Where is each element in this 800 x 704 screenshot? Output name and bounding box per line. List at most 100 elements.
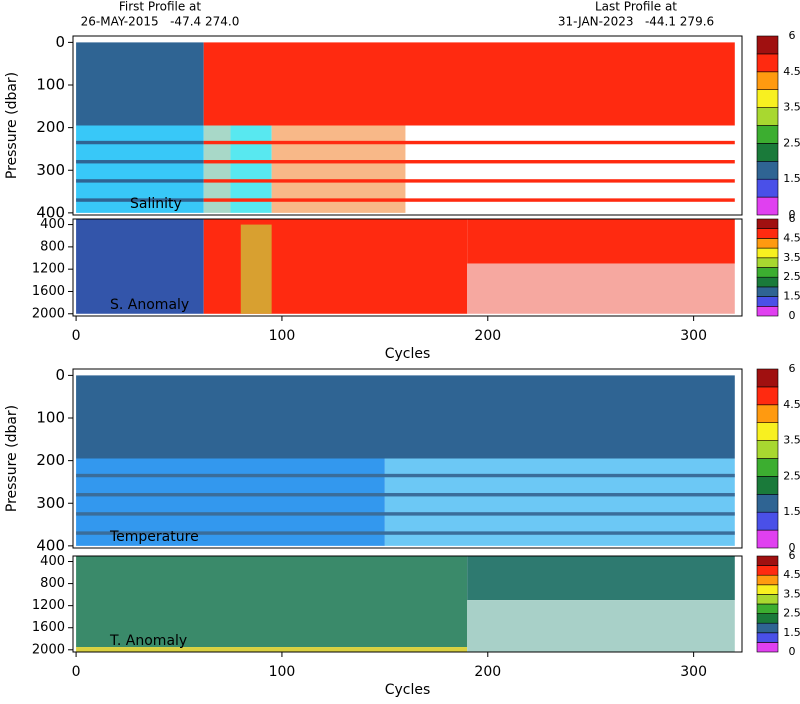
panel-label: T. Anomaly: [109, 633, 187, 649]
y-axis-label: Pressure (dbar): [4, 72, 20, 179]
y-tick-label: 100: [36, 76, 65, 94]
cell: [203, 140, 735, 145]
cell: [76, 647, 468, 652]
colorbar-tick-label: 4.5: [783, 65, 800, 78]
cell: [76, 140, 204, 145]
y-tick-label: 200: [36, 451, 65, 469]
y-tick-label: 2000: [32, 306, 65, 321]
colorbar-swatch: [756, 161, 779, 180]
colorbar-swatch: [756, 35, 779, 55]
y-tick-label: 400: [40, 217, 65, 232]
y-tick-label: 1200: [32, 598, 65, 613]
cell: [240, 224, 272, 314]
y-tick-label: 800: [40, 576, 65, 591]
colorbar-swatch: [756, 267, 779, 278]
colorbar-swatch: [756, 305, 779, 317]
panel-label: Temperature: [109, 529, 199, 545]
cell: [76, 219, 204, 314]
x-axis-label: Cycles: [385, 346, 431, 362]
first-label: First Profile at: [119, 0, 202, 14]
y-tick-label: 800: [40, 239, 65, 254]
y-tick-label: 0: [55, 366, 65, 384]
colorbar-swatch: [756, 440, 779, 459]
panel-label: S. Anomaly: [110, 297, 189, 313]
plot-frame: [72, 555, 743, 653]
colorbar-swatch: [756, 368, 779, 388]
y-tick-label: 1600: [32, 620, 65, 635]
y-tick-label: 2000: [32, 642, 65, 657]
colorbar-tick-label: 0: [789, 645, 796, 658]
y-axis-label: Pressure (dbar): [4, 405, 20, 512]
colorbar-swatch: [756, 493, 779, 513]
colorbar-swatch: [756, 632, 779, 643]
y-tick-label: 0: [55, 33, 65, 51]
cell: [203, 125, 231, 213]
colorbar-swatch: [756, 143, 779, 162]
last-info: 31-JAN-2023 -44.1 279.6: [558, 15, 714, 29]
cell: [76, 531, 735, 535]
cell: [76, 458, 385, 546]
y-tick-label: 1200: [32, 262, 65, 277]
x-tick-label: 0: [72, 664, 81, 680]
colorbar-tick-label: 6: [789, 212, 796, 225]
colorbar-tick-label: 3.5: [783, 434, 800, 447]
panel-label: Salinity: [130, 196, 182, 212]
cell: [467, 263, 735, 314]
colorbar-tick-label: 4.5: [783, 568, 800, 581]
cell: [76, 512, 735, 516]
cell: [76, 160, 204, 164]
cell: [76, 556, 468, 648]
cell: [230, 125, 272, 213]
colorbar-swatch: [756, 71, 779, 91]
plot-frame: [72, 218, 743, 317]
y-tick-label: 400: [36, 203, 65, 221]
cell: [76, 179, 204, 183]
colorbar-tick-label: 2.5: [783, 607, 800, 620]
plot-frame: [72, 35, 743, 216]
x-tick-label: 200: [474, 328, 501, 344]
colorbar-swatch: [756, 574, 779, 586]
colorbar-swatch: [756, 257, 779, 268]
colorbar-tick-label: 3.5: [783, 251, 800, 264]
colorbar-tick-label: 6: [789, 362, 796, 375]
x-tick-label: 0: [72, 328, 81, 344]
colorbar-swatch: [756, 178, 779, 198]
colorbar-tick-label: 3.5: [783, 587, 800, 600]
colorbar-tick-label: 0: [789, 208, 796, 221]
colorbar-swatch: [756, 286, 779, 297]
colorbar-swatch: [756, 476, 779, 495]
colorbar-swatch: [756, 296, 779, 307]
y-tick-label: 100: [36, 409, 65, 427]
colorbar-swatch: [756, 53, 779, 73]
colorbar-swatch: [756, 276, 779, 288]
colorbar-swatch: [756, 404, 779, 423]
colorbar-tick-label: 2.5: [783, 270, 800, 283]
cell: [76, 125, 204, 213]
colorbar-swatch: [756, 594, 779, 605]
colorbar-tick-label: 0: [789, 309, 796, 322]
colorbar-tick-label: 1.5: [783, 626, 800, 639]
colorbar-tick-label: 2.5: [783, 469, 800, 482]
colorbar-swatch: [756, 565, 779, 576]
y-tick-label: 1600: [32, 284, 65, 299]
cell: [203, 160, 735, 164]
colorbar-swatch: [756, 613, 779, 624]
first-info: 26-MAY-2015 -47.4 274.0: [81, 15, 240, 29]
colorbar-swatch: [756, 458, 779, 477]
y-tick-label: 400: [40, 554, 65, 569]
colorbar-swatch: [756, 642, 779, 653]
y-tick-label: 300: [36, 494, 65, 512]
x-tick-label: 100: [269, 664, 296, 680]
colorbar-tick-label: 6: [789, 29, 796, 42]
colorbar-swatch: [756, 555, 779, 566]
y-tick-label: 300: [36, 161, 65, 179]
colorbar-swatch: [756, 622, 779, 634]
y-tick-label: 400: [36, 536, 65, 554]
cell: [467, 219, 735, 264]
cell: [76, 375, 735, 459]
cell: [384, 458, 735, 546]
colorbar-swatch: [756, 238, 779, 249]
cell: [76, 198, 204, 202]
colorbar-swatch: [756, 386, 779, 406]
